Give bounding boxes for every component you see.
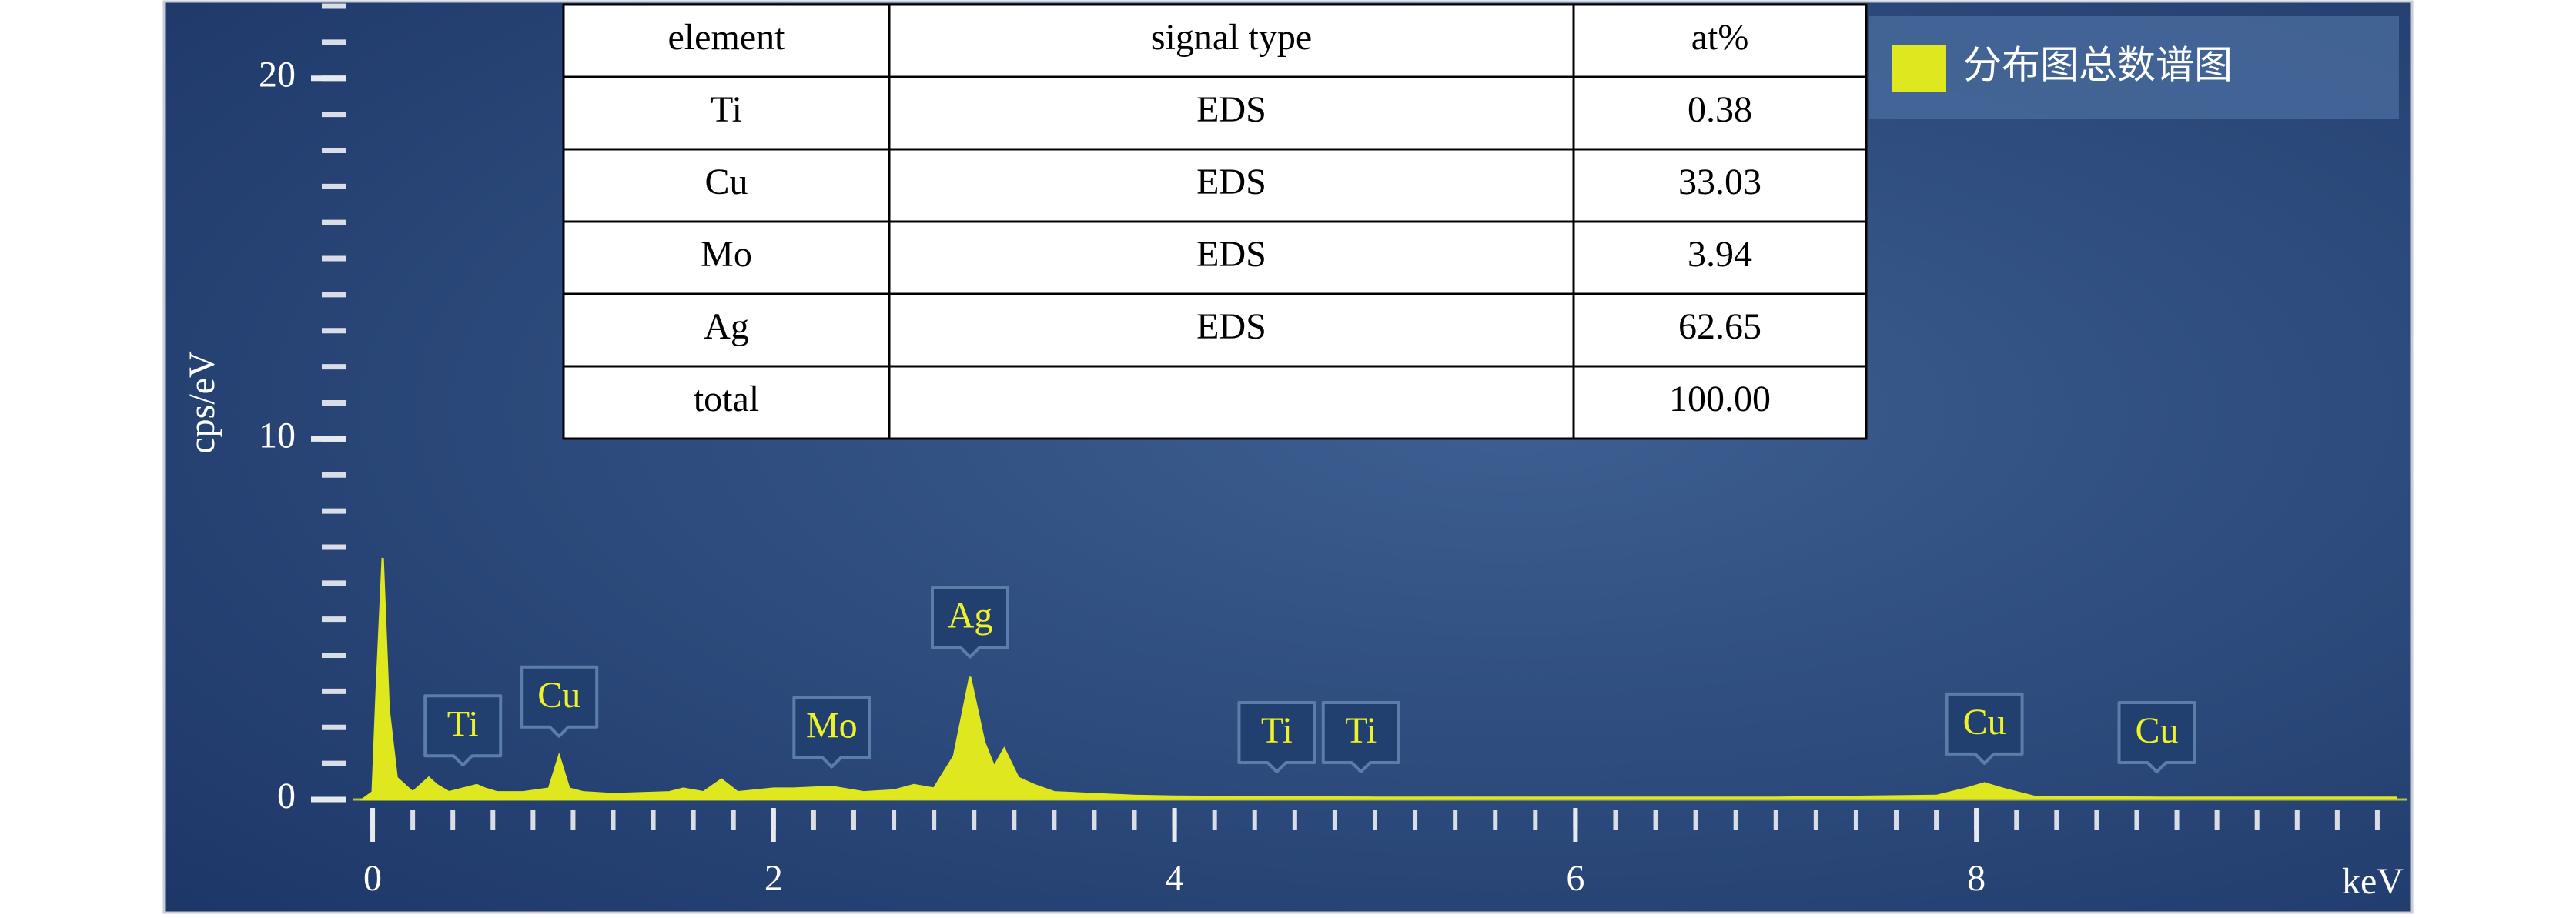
x-tick-label: 6: [1566, 858, 1584, 899]
peak-label-box: [423, 694, 503, 767]
y-tick-label: 20: [259, 55, 296, 95]
peak-label-box: [520, 665, 599, 738]
table-cell: EDS: [1196, 89, 1266, 130]
table-cell: 0.38: [1688, 89, 1752, 130]
table-cell: 62.65: [1678, 306, 1761, 347]
legend-label: 分布图总数谱图: [1963, 43, 2233, 88]
peak-label: Cu: [2117, 701, 2196, 773]
table-cell: total: [694, 379, 759, 419]
table-header: element: [668, 17, 786, 58]
table-cell: Cu: [704, 162, 748, 202]
peak-label-text: Ti: [447, 703, 479, 744]
table-cell: 33.03: [1678, 162, 1761, 202]
peak-label-box: [2117, 701, 2196, 773]
y-tick-label: 10: [259, 415, 296, 456]
table-cell: Ti: [711, 89, 742, 130]
peak-label: Ti: [423, 694, 503, 767]
spectrum: [359, 557, 2398, 801]
peak-label-text: Mo: [806, 706, 858, 746]
peak-label-text: Cu: [2136, 710, 2179, 751]
peak-label-text: Ti: [1261, 710, 1293, 751]
peak-label-text: Ti: [1345, 710, 1377, 751]
peak-label: Cu: [1945, 692, 2024, 765]
peak-label: Mo: [792, 696, 871, 769]
table-cell: 3.94: [1688, 234, 1752, 275]
peak-label-box: [792, 696, 871, 769]
peak-label-box: [931, 586, 1009, 659]
legend-swatch: [1892, 45, 1946, 92]
table-cell: Mo: [701, 234, 752, 275]
x-tick-label: 0: [363, 858, 382, 899]
peak-label-text: Ag: [948, 596, 993, 636]
y-axis-label: cps/eV: [182, 351, 222, 454]
peak-label-box: [1321, 701, 1400, 773]
peak-label-box: [1945, 692, 2024, 765]
table-cell: EDS: [1196, 162, 1266, 202]
legend: [1869, 16, 2399, 119]
table-cell: EDS: [1196, 306, 1266, 347]
x-tick-label: 4: [1166, 858, 1184, 899]
peak-label: Ti: [1237, 701, 1316, 773]
table-cell: 100.00: [1669, 379, 1771, 419]
table-header: at%: [1691, 17, 1749, 58]
y-tick-label: 0: [277, 776, 296, 816]
peak-label: Ti: [1321, 701, 1400, 773]
x-tick-label: 2: [764, 858, 783, 899]
table-cell: Ag: [704, 306, 749, 347]
peak-label-text: Cu: [1963, 702, 2006, 743]
peak-label-text: Cu: [537, 675, 580, 716]
x-tick-label: 8: [1967, 858, 1986, 899]
table-header: signal type: [1151, 17, 1312, 58]
peak-label-box: [1237, 701, 1316, 773]
table-cell: EDS: [1196, 234, 1266, 275]
peak-label: Ag: [931, 586, 1009, 659]
peak-label: Cu: [520, 665, 599, 738]
x-axis-label: keV: [2342, 861, 2404, 902]
